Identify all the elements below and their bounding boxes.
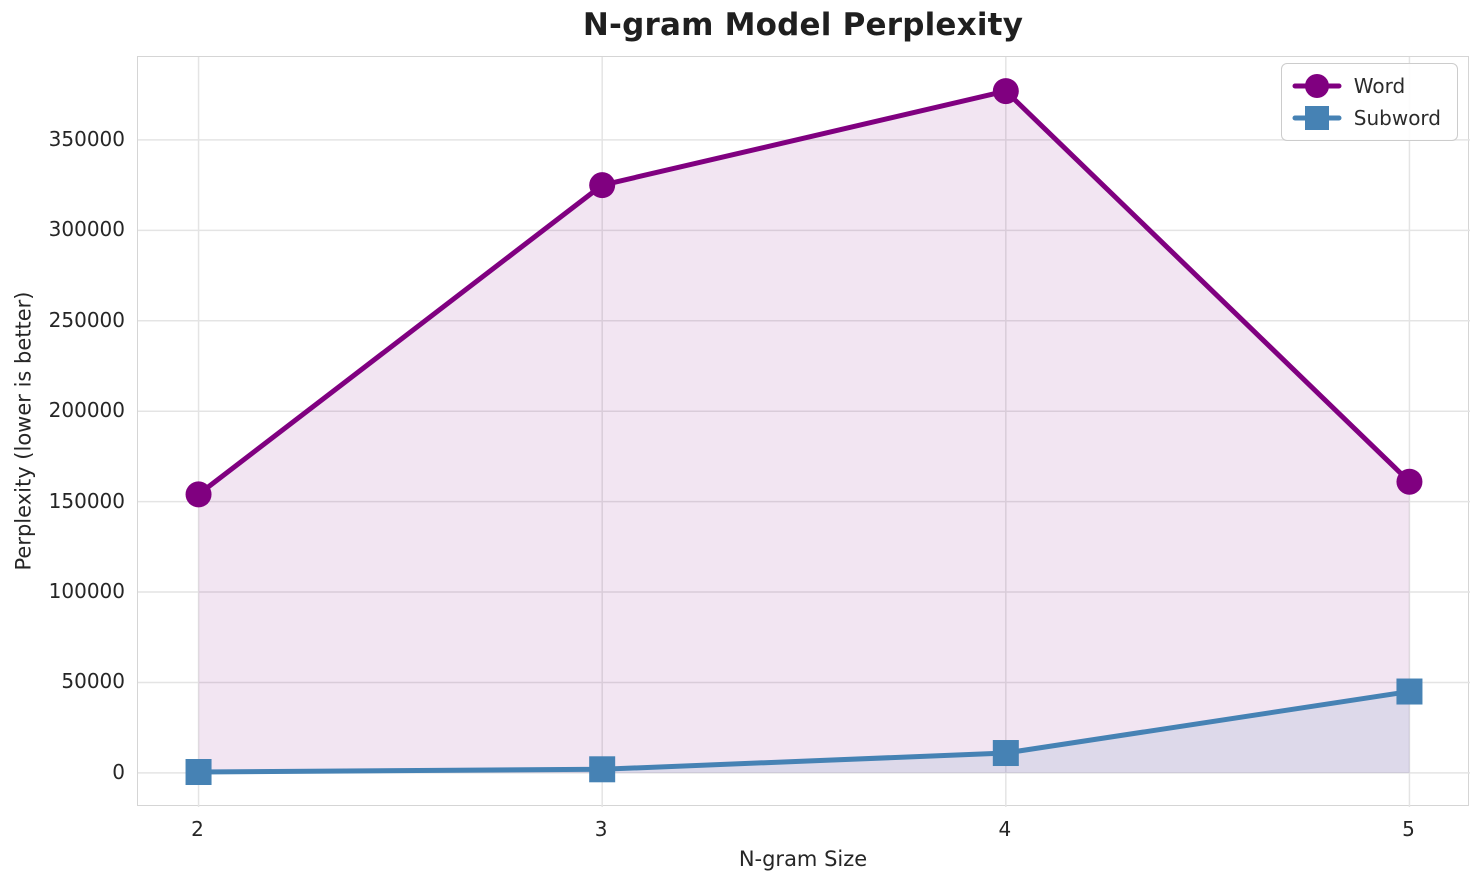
chart-title: N-gram Model Perplexity [582,7,1024,43]
word-line-circle-marker-icon [1292,71,1342,101]
subword-line-square-marker-icon [1292,103,1342,133]
legend-label-subword: Subword [1353,106,1441,130]
plot-area: Word Subword [137,56,1470,807]
x-axis-label: N-gram Size [738,847,868,871]
legend: Word Subword [1280,63,1458,141]
x-tick-label: 2 [191,817,204,841]
legend-item-word: Word [1292,71,1441,101]
plot-canvas [138,57,1470,807]
x-tick-label: 5 [1402,817,1415,841]
legend-label-word: Word [1353,74,1406,98]
x-tick-label: 4 [998,817,1012,841]
legend-item-subword: Subword [1292,103,1441,133]
y-axis-label-wrap: Perplexity (lower is better) [0,56,46,806]
y-axis-label: Perplexity (lower is better) [11,291,36,571]
x-tick-label: 3 [594,817,608,841]
